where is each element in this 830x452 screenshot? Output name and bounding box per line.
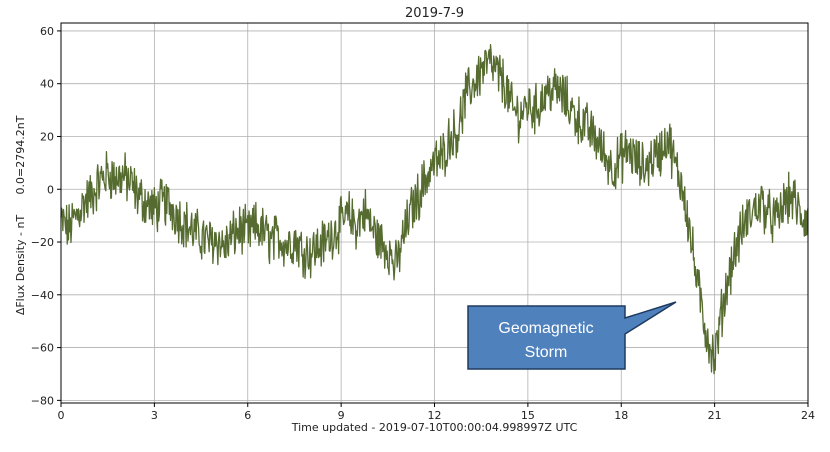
y-tick-label: −40 <box>31 289 54 302</box>
grid <box>60 23 809 403</box>
annotation-callout: Geomagnetic Storm <box>467 301 677 370</box>
x-tick-label: 15 <box>521 409 535 422</box>
x-tick-label: 3 <box>151 409 158 422</box>
x-axis-label: Time updated - 2019-07-10T00:00:04.99899… <box>291 421 578 434</box>
y-tick-label: 60 <box>40 25 54 38</box>
y-tick-label: 0 <box>47 183 54 196</box>
y-tick-label: 20 <box>40 130 54 143</box>
y-axis-ticks: −80 −60 −40 −20 0 20 40 60 <box>31 25 61 407</box>
y-axis-label-secondary: 0.0=2794.2nT <box>14 115 27 194</box>
callout-text-line1: Geomagnetic <box>498 320 593 337</box>
y-tick-label: −80 <box>31 394 54 407</box>
y-tick-label: −20 <box>31 236 54 249</box>
callout-shape <box>467 301 677 370</box>
x-tick-label: 9 <box>338 409 345 422</box>
x-tick-label: 12 <box>428 409 442 422</box>
chart-title: 2019-7-9 <box>405 6 464 21</box>
x-tick-label: 0 <box>58 409 65 422</box>
y-tick-label: 40 <box>40 78 54 91</box>
series-layer <box>60 43 809 375</box>
y-axis-label: ΔFlux Density - nT <box>14 215 27 316</box>
x-axis-ticks: 0 3 6 9 12 15 18 21 24 <box>58 403 815 422</box>
x-tick-label: 21 <box>708 409 722 422</box>
y-tick-label: −60 <box>31 342 54 355</box>
series-line <box>60 43 809 375</box>
x-tick-label: 18 <box>614 409 628 422</box>
callout-text-line2: Storm <box>525 344 568 361</box>
x-tick-label: 6 <box>244 409 251 422</box>
x-tick-label: 24 <box>801 409 815 422</box>
